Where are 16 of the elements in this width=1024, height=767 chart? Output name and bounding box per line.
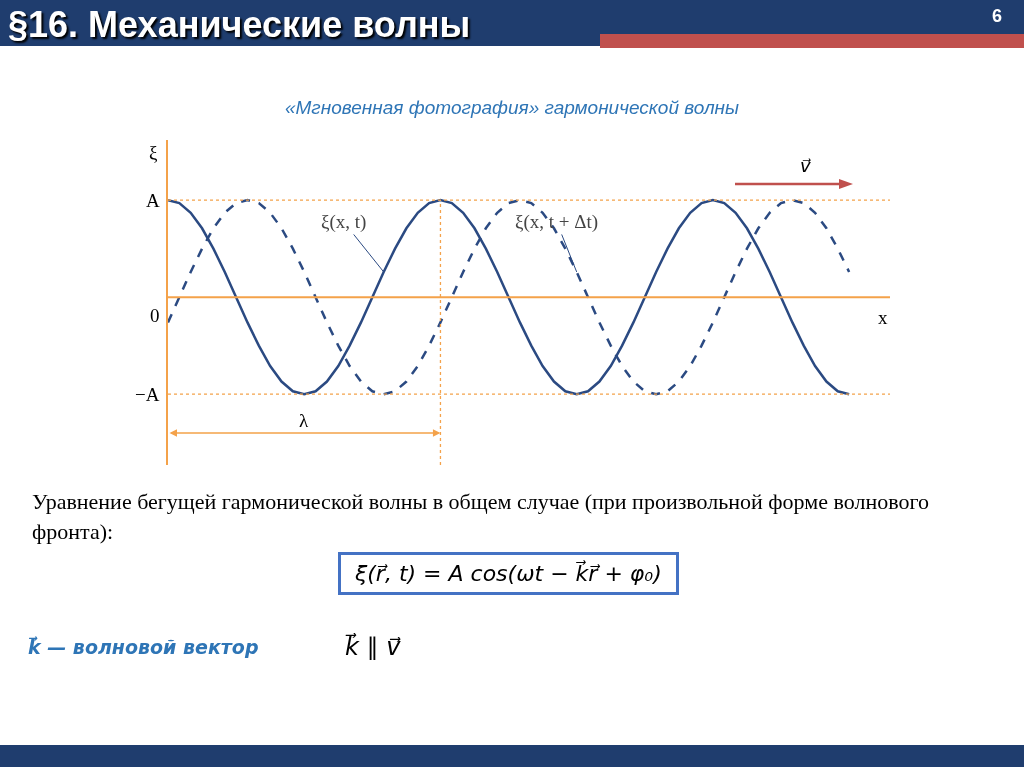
- annotation: ξ(x, t): [321, 211, 367, 233]
- text: k⃗ — волновой вектор: [28, 636, 259, 658]
- text: Уравнение бегущей гармонической волны в общем случае (при произвольной форме волнового фронта):: [32, 488, 930, 546]
- annotation: ξ(x, t + Δt): [515, 211, 599, 233]
- ref-line-label: 0: [150, 305, 160, 326]
- text: λ: [299, 410, 309, 431]
- ref-line-label: −A: [135, 384, 160, 405]
- chart-subtitle: «Мгновенная фотография» гармонической волны: [283, 97, 741, 119]
- formula-frame: ξ(r⃗, t) = A cos(ωt − k⃗r⃗ + φ₀): [338, 552, 679, 595]
- ref-line-label: A: [146, 190, 160, 211]
- chart-title: §16. Механические волны: [8, 4, 471, 46]
- x-axis-title: x: [878, 307, 888, 328]
- text: k⃗ ∥ v⃗: [345, 633, 401, 661]
- text: v⃗: [800, 155, 811, 176]
- text: 6: [991, 6, 1002, 27]
- y-axis-title: ξ: [149, 142, 158, 163]
